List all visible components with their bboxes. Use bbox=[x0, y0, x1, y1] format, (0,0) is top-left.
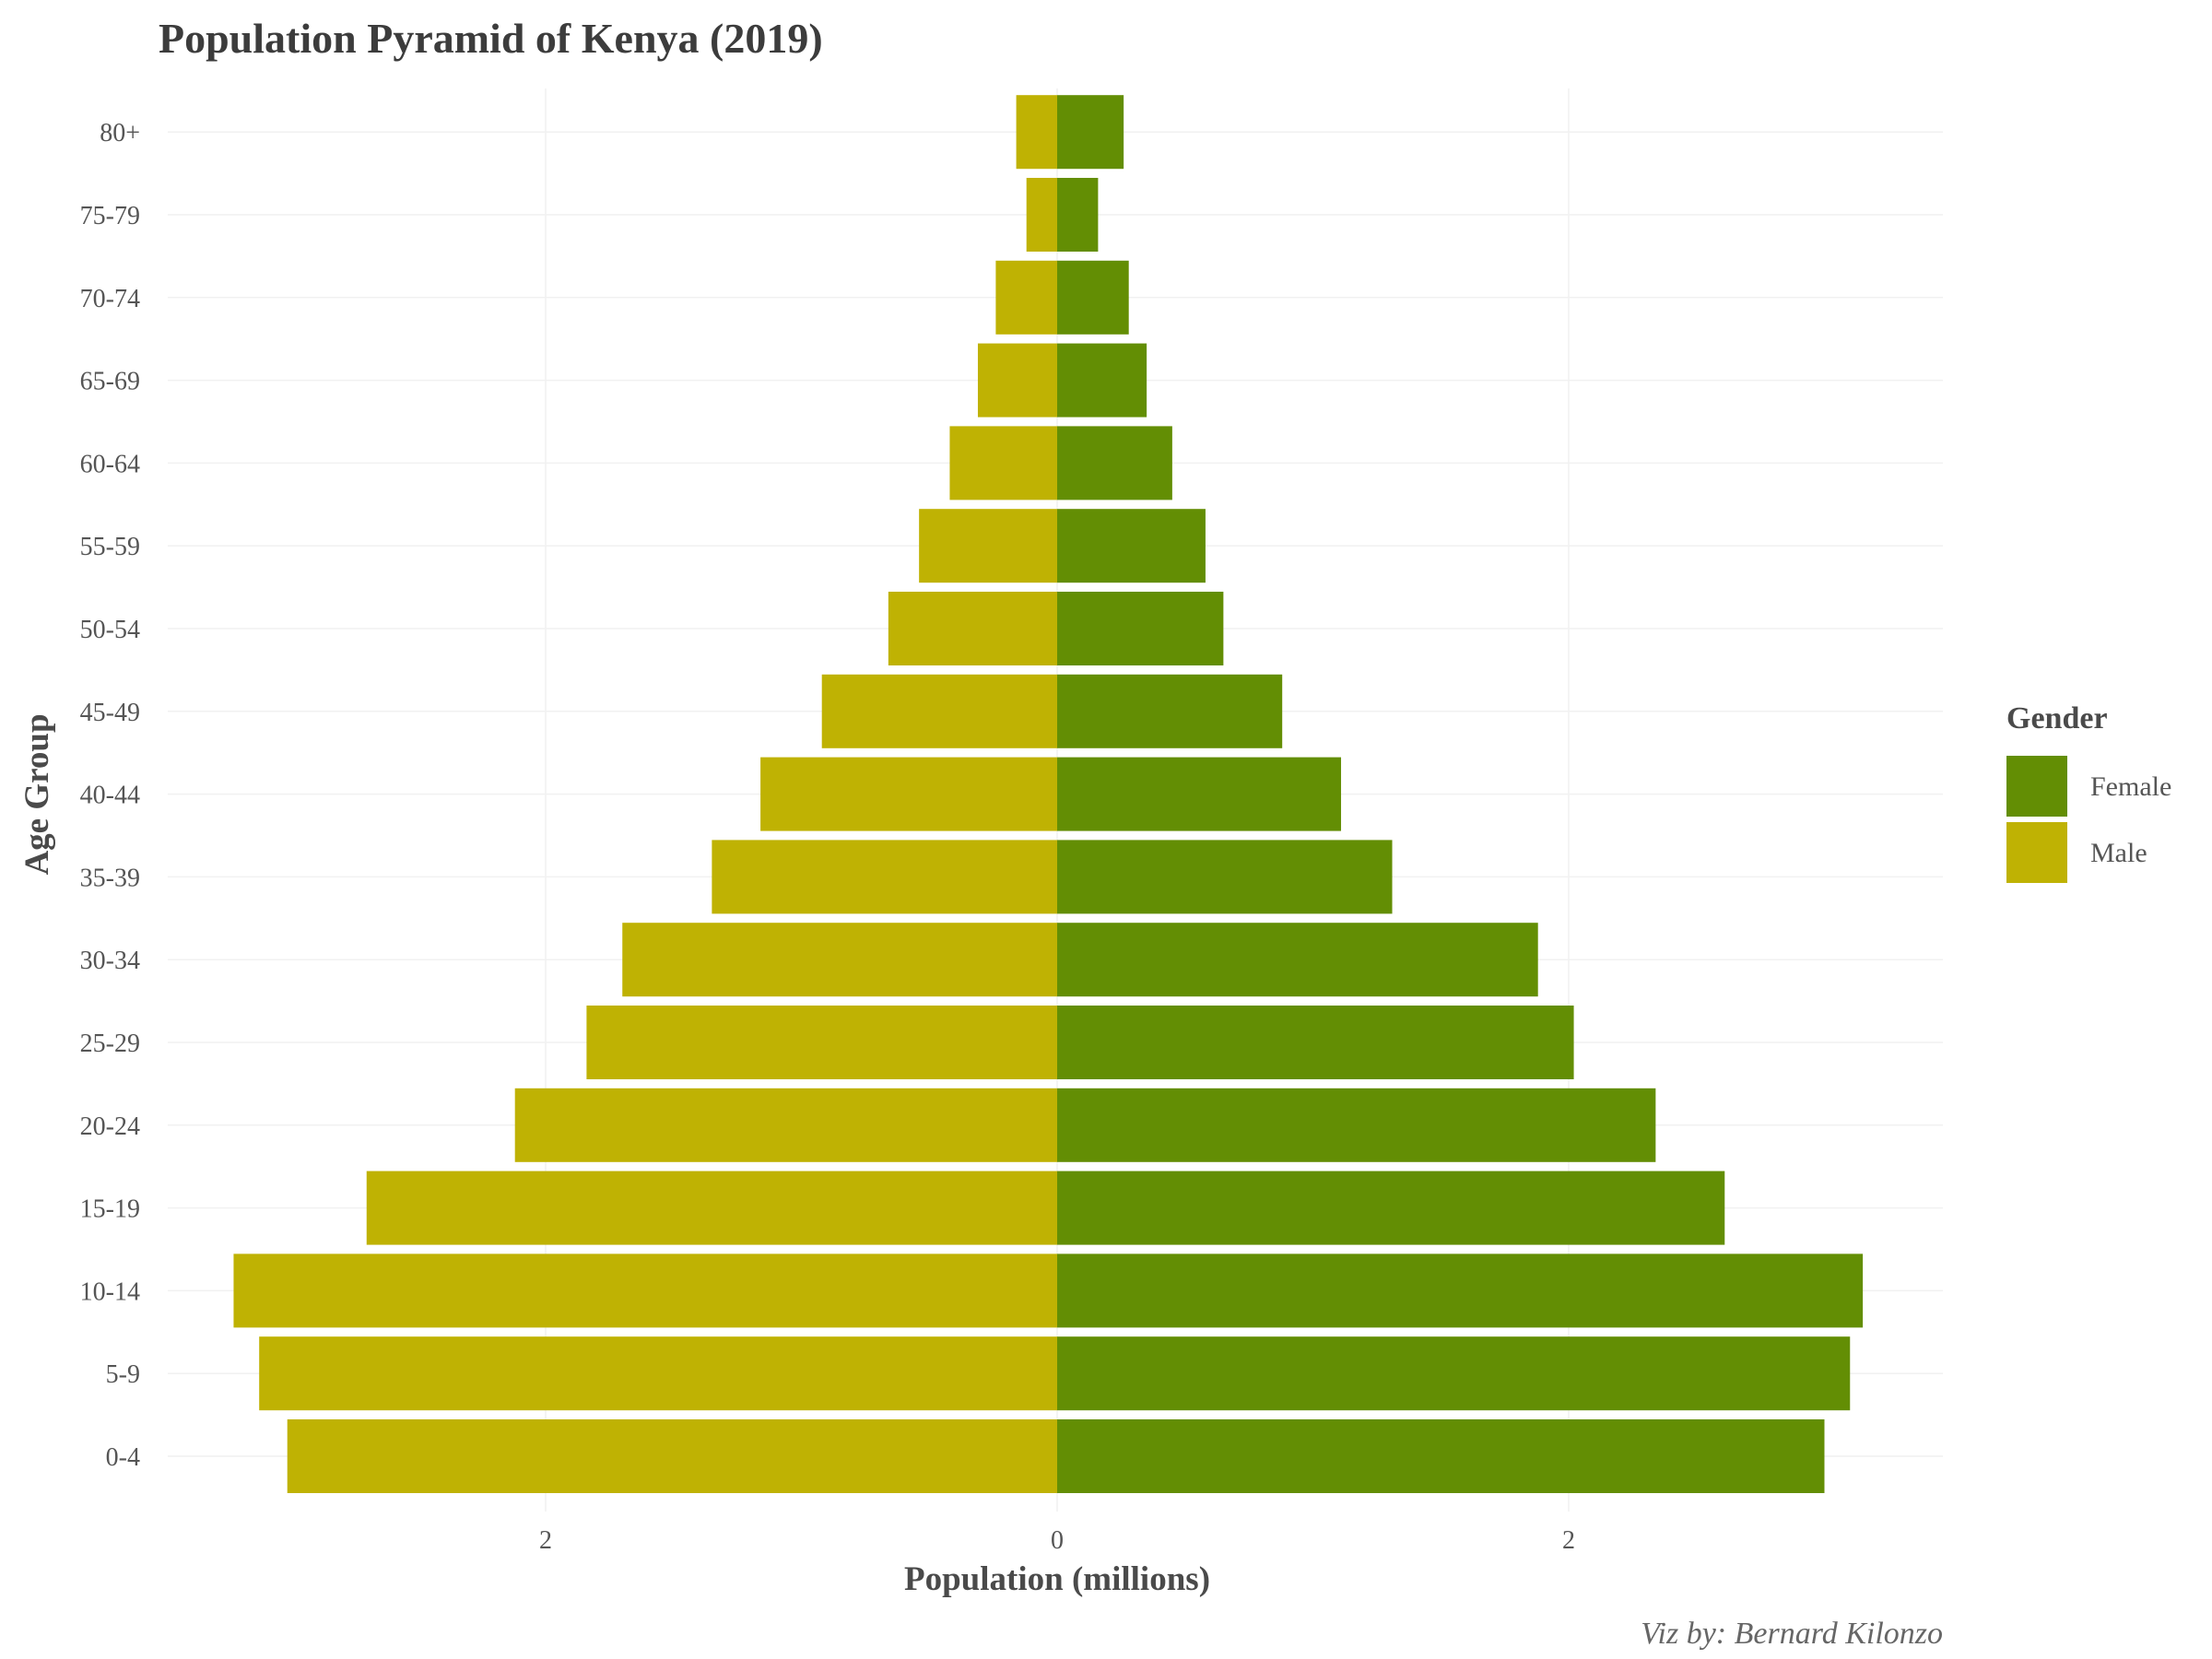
legend-label-female: Female bbox=[2090, 771, 2171, 802]
y-tick-label: 45-49 bbox=[80, 699, 140, 727]
bar-male-20-24 bbox=[514, 1088, 1057, 1162]
legend-title: Gender bbox=[2006, 701, 2108, 735]
y-tick-label: 0-4 bbox=[106, 1443, 140, 1472]
bar-male-75-79 bbox=[1026, 178, 1057, 252]
y-tick-label: 35-39 bbox=[80, 864, 140, 892]
y-tick-label: 10-14 bbox=[80, 1277, 140, 1306]
y-tick-label: 30-34 bbox=[80, 947, 140, 975]
bar-female-70-74 bbox=[1057, 260, 1129, 335]
bar-female-55-59 bbox=[1057, 509, 1206, 583]
y-tick-label: 80+ bbox=[100, 119, 140, 147]
bar-male-45-49 bbox=[821, 674, 1057, 748]
bar-female-5-9 bbox=[1057, 1336, 1851, 1411]
bar-female-25-29 bbox=[1057, 1006, 1574, 1079]
x-tick-label: 2 bbox=[539, 1526, 552, 1555]
legend-label-male: Male bbox=[2090, 838, 2147, 868]
bar-female-80+ bbox=[1057, 95, 1124, 170]
bar-female-35-39 bbox=[1057, 840, 1393, 914]
bar-female-0-4 bbox=[1057, 1419, 1825, 1493]
bar-female-60-64 bbox=[1057, 426, 1172, 500]
chart-title: Population Pyramid of Kenya (2019) bbox=[159, 15, 823, 62]
x-axis-title: Population (millions) bbox=[904, 1560, 1210, 1598]
bar-male-70-74 bbox=[995, 260, 1057, 335]
bar-male-25-29 bbox=[586, 1006, 1057, 1079]
bar-female-15-19 bbox=[1057, 1171, 1725, 1245]
bar-female-30-34 bbox=[1057, 923, 1538, 997]
y-tick-label: 40-44 bbox=[80, 782, 140, 810]
bar-female-10-14 bbox=[1057, 1253, 1864, 1328]
bar-male-30-34 bbox=[622, 923, 1057, 997]
y-tick-label: 60-64 bbox=[80, 450, 140, 478]
bar-male-40-44 bbox=[760, 757, 1057, 831]
y-axis-ticks: 0-4 5-9 10-14 15-19 20-24 25-29 30-34 35-39 40-4… bbox=[80, 119, 140, 1472]
caption: Viz by: Bernard Kilonzo bbox=[1641, 1617, 1943, 1651]
legend: Gender Female Male bbox=[2006, 701, 2171, 883]
x-tick-label: 2 bbox=[1562, 1526, 1575, 1555]
y-tick-label: 15-19 bbox=[80, 1195, 140, 1224]
legend-swatch-female bbox=[2006, 756, 2067, 817]
y-tick-label: 20-24 bbox=[80, 1112, 140, 1141]
y-tick-label: 25-29 bbox=[80, 1030, 140, 1058]
bar-male-0-4 bbox=[287, 1419, 1058, 1493]
bar-female-75-79 bbox=[1057, 178, 1099, 252]
y-tick-label: 70-74 bbox=[80, 285, 140, 313]
bar-male-50-54 bbox=[888, 592, 1057, 665]
y-tick-label: 5-9 bbox=[106, 1360, 140, 1389]
bar-male-10-14 bbox=[233, 1253, 1057, 1328]
bar-female-40-44 bbox=[1057, 757, 1342, 831]
y-axis-title: Age Group bbox=[18, 713, 56, 875]
x-axis-ticks: 2 0 2 bbox=[539, 1526, 1575, 1555]
bar-male-60-64 bbox=[949, 426, 1057, 500]
y-tick-label: 55-59 bbox=[80, 533, 140, 561]
y-tick-label: 50-54 bbox=[80, 616, 140, 644]
y-tick-label: 65-69 bbox=[80, 368, 140, 396]
bar-male-65-69 bbox=[977, 343, 1057, 418]
bar-female-50-54 bbox=[1057, 592, 1224, 665]
bar-male-5-9 bbox=[259, 1336, 1057, 1411]
legend-swatch-male bbox=[2006, 822, 2067, 883]
x-tick-label: 0 bbox=[1051, 1526, 1064, 1555]
y-tick-label: 75-79 bbox=[80, 202, 140, 230]
bar-female-45-49 bbox=[1057, 674, 1283, 748]
bar-male-15-19 bbox=[366, 1171, 1057, 1245]
bar-male-55-59 bbox=[919, 509, 1057, 583]
bar-female-20-24 bbox=[1057, 1088, 1656, 1162]
bars bbox=[233, 95, 1864, 1493]
bar-female-65-69 bbox=[1057, 343, 1147, 418]
bar-male-80+ bbox=[1016, 95, 1057, 170]
bar-male-35-39 bbox=[712, 840, 1057, 914]
